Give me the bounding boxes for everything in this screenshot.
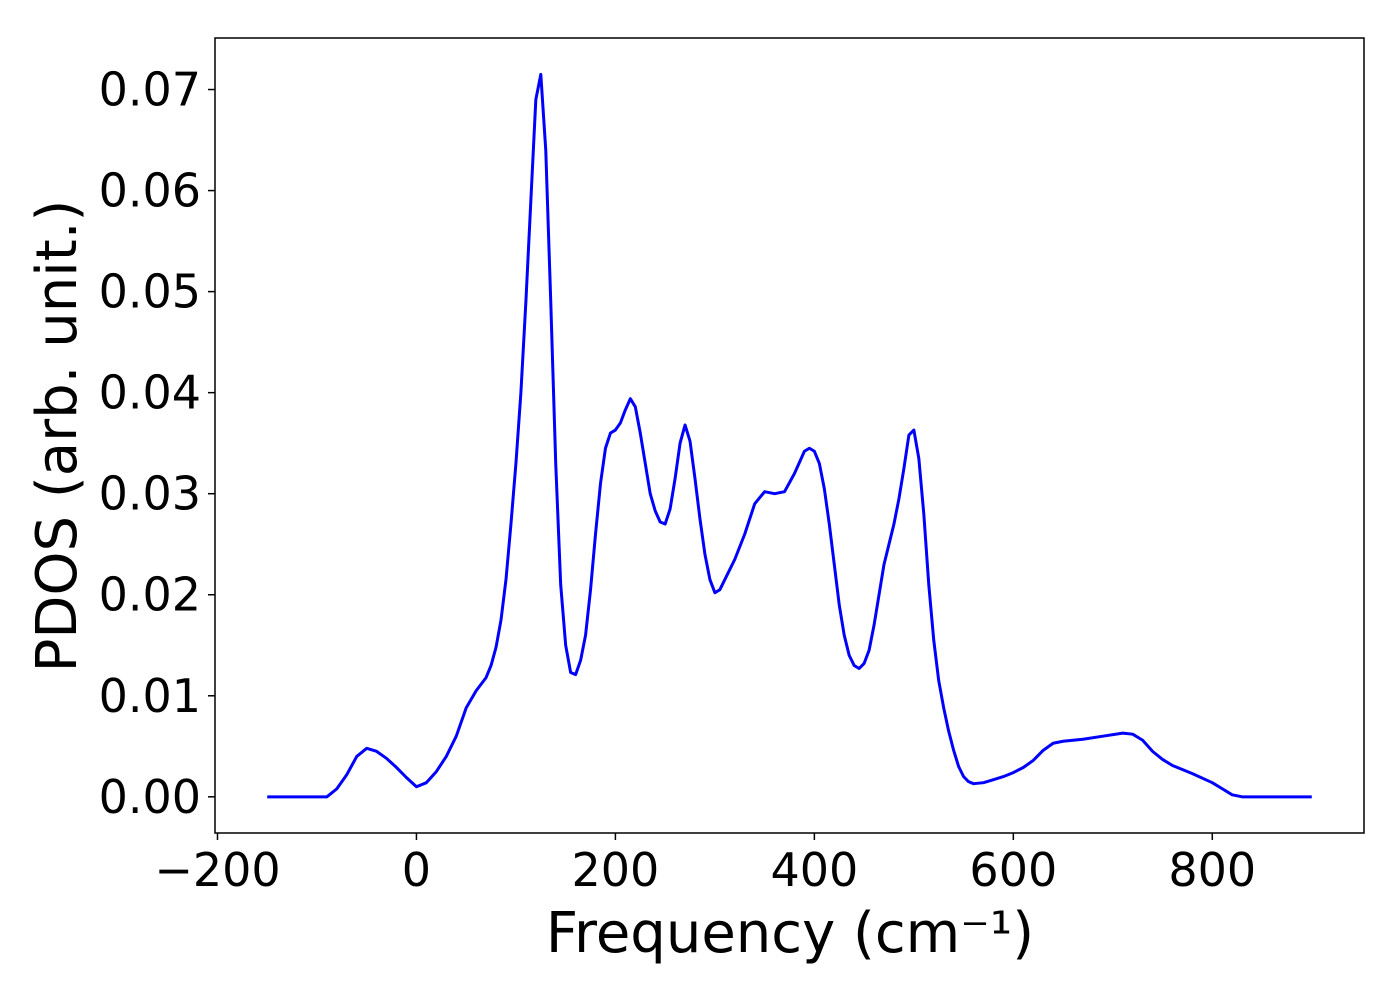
- y-tick-label: 0.01: [99, 669, 201, 723]
- y-tick-label: 0.03: [99, 467, 201, 521]
- y-tick-label: 0.06: [99, 164, 201, 218]
- x-tick-label: 0: [402, 843, 431, 897]
- x-tick-label: 400: [770, 843, 858, 897]
- y-tick-label: 0.00: [99, 770, 201, 824]
- line-series: [267, 72, 1312, 799]
- y-tick-label: 0.04: [99, 366, 201, 420]
- y-tick-label: 0.05: [99, 265, 201, 319]
- x-tick-label: 800: [1168, 843, 1256, 897]
- y-axis-label: PDOS (arb. unit.): [25, 200, 90, 673]
- x-axis-label: Frequency (cm⁻¹): [546, 901, 1034, 966]
- y-tick-label: 0.02: [99, 568, 201, 622]
- x-tick-label: 200: [572, 843, 660, 897]
- y-tick-label: 0.07: [99, 63, 201, 117]
- plot-frame: [214, 37, 1365, 834]
- x-tick-label: 600: [969, 843, 1057, 897]
- x-tick-label: −200: [154, 843, 280, 897]
